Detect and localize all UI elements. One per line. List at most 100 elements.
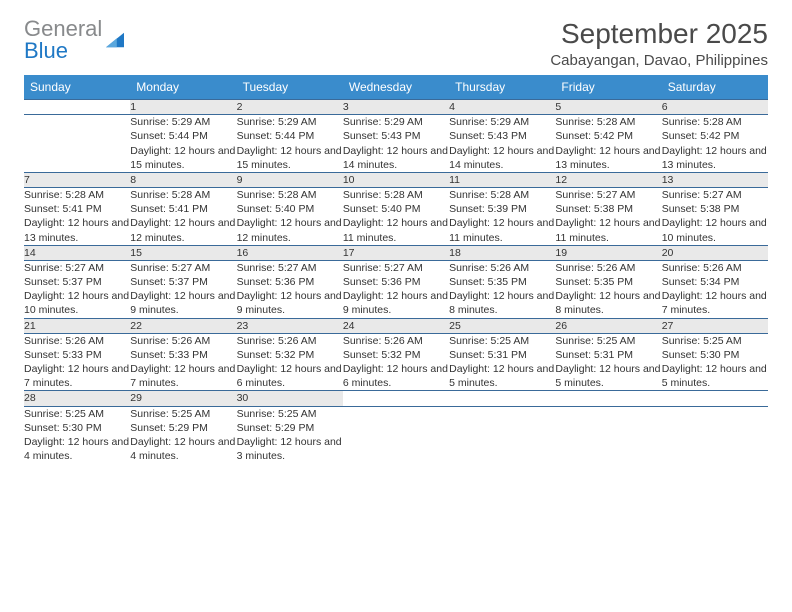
sunrise-text: Sunrise: 5:25 AM	[662, 334, 768, 348]
day-number: 16	[237, 247, 249, 259]
day-number-cell: 11	[449, 172, 555, 187]
daylight-text: Daylight: 12 hours and 13 minutes.	[662, 144, 768, 172]
sunrise-text: Sunrise: 5:27 AM	[555, 188, 661, 202]
day-number: 23	[237, 320, 249, 332]
day-detail-cell: Sunrise: 5:28 AMSunset: 5:39 PMDaylight:…	[449, 188, 555, 246]
daylight-text: Daylight: 12 hours and 7 minutes.	[130, 362, 236, 390]
weekday-header: Wednesday	[343, 75, 449, 100]
sunrise-text: Sunrise: 5:25 AM	[130, 407, 236, 421]
day-number: 20	[662, 247, 674, 259]
sunset-text: Sunset: 5:36 PM	[343, 275, 449, 289]
sunrise-text: Sunrise: 5:27 AM	[130, 261, 236, 275]
weekday-header: Tuesday	[237, 75, 343, 100]
day-number-cell: 13	[662, 172, 768, 187]
daylight-text: Daylight: 12 hours and 10 minutes.	[24, 289, 130, 317]
sunrise-text: Sunrise: 5:28 AM	[130, 188, 236, 202]
day-detail-cell: Sunrise: 5:27 AMSunset: 5:36 PMDaylight:…	[343, 260, 449, 318]
daylight-text: Daylight: 12 hours and 8 minutes.	[555, 289, 661, 317]
day-detail-row: Sunrise: 5:25 AMSunset: 5:30 PMDaylight:…	[24, 406, 768, 463]
sunset-text: Sunset: 5:30 PM	[662, 348, 768, 362]
day-number-cell: 8	[130, 172, 236, 187]
weekday-header: Friday	[555, 75, 661, 100]
weekday-header: Sunday	[24, 75, 130, 100]
day-number-cell: 15	[130, 245, 236, 260]
sunrise-text: Sunrise: 5:28 AM	[449, 188, 555, 202]
sunset-text: Sunset: 5:31 PM	[449, 348, 555, 362]
day-number-cell: 29	[130, 391, 236, 406]
sunrise-text: Sunrise: 5:25 AM	[555, 334, 661, 348]
brand-sail-icon	[104, 31, 126, 49]
day-number-cell: 27	[662, 318, 768, 333]
day-number-cell: 9	[237, 172, 343, 187]
day-detail-cell	[555, 406, 661, 463]
day-number-cell: 6	[662, 100, 768, 115]
day-number: 26	[555, 320, 567, 332]
day-number-cell: 16	[237, 245, 343, 260]
day-detail-cell: Sunrise: 5:25 AMSunset: 5:30 PMDaylight:…	[662, 333, 768, 391]
day-detail-cell	[449, 406, 555, 463]
day-number: 11	[449, 174, 460, 186]
day-detail-cell: Sunrise: 5:26 AMSunset: 5:32 PMDaylight:…	[343, 333, 449, 391]
day-number-cell: 7	[24, 172, 130, 187]
sunrise-text: Sunrise: 5:29 AM	[449, 115, 555, 129]
sunset-text: Sunset: 5:43 PM	[343, 129, 449, 143]
weekday-header: Monday	[130, 75, 236, 100]
day-number: 18	[449, 247, 461, 259]
day-detail-cell: Sunrise: 5:28 AMSunset: 5:41 PMDaylight:…	[24, 188, 130, 246]
day-detail-cell: Sunrise: 5:28 AMSunset: 5:42 PMDaylight:…	[555, 115, 661, 173]
daylight-text: Daylight: 12 hours and 11 minutes.	[449, 216, 555, 244]
day-number-cell: 19	[555, 245, 661, 260]
sunset-text: Sunset: 5:41 PM	[130, 202, 236, 216]
sunrise-text: Sunrise: 5:28 AM	[237, 188, 343, 202]
day-number-row: 78910111213	[24, 172, 768, 187]
day-number: 7	[24, 174, 30, 186]
day-detail-cell: Sunrise: 5:26 AMSunset: 5:35 PMDaylight:…	[555, 260, 661, 318]
brand-text: General Blue	[24, 18, 102, 62]
sunset-text: Sunset: 5:40 PM	[237, 202, 343, 216]
day-number-cell: 22	[130, 318, 236, 333]
sunrise-text: Sunrise: 5:26 AM	[662, 261, 768, 275]
daylight-text: Daylight: 12 hours and 7 minutes.	[24, 362, 130, 390]
sunset-text: Sunset: 5:44 PM	[130, 129, 236, 143]
day-detail-cell: Sunrise: 5:28 AMSunset: 5:40 PMDaylight:…	[343, 188, 449, 246]
day-number-cell: 30	[237, 391, 343, 406]
day-number: 9	[237, 174, 243, 186]
day-number-cell: 23	[237, 318, 343, 333]
sunset-text: Sunset: 5:29 PM	[130, 421, 236, 435]
day-number-cell	[555, 391, 661, 406]
day-number-cell	[662, 391, 768, 406]
day-number: 28	[24, 392, 36, 404]
day-number-cell	[343, 391, 449, 406]
day-number-cell: 2	[237, 100, 343, 115]
day-number-row: 28 2930	[24, 391, 768, 406]
day-detail-cell: Sunrise: 5:27 AMSunset: 5:36 PMDaylight:…	[237, 260, 343, 318]
daylight-text: Daylight: 12 hours and 6 minutes.	[237, 362, 343, 390]
sunset-text: Sunset: 5:30 PM	[24, 421, 130, 435]
sunrise-text: Sunrise: 5:28 AM	[555, 115, 661, 129]
day-number: 30	[237, 392, 249, 404]
day-detail-row: Sunrise: 5:26 AMSunset: 5:33 PMDaylight:…	[24, 333, 768, 391]
day-number-cell: 25	[449, 318, 555, 333]
day-detail-cell: Sunrise: 5:29 AMSunset: 5:43 PMDaylight:…	[343, 115, 449, 173]
title-block: September 2025 Cabayangan, Davao, Philip…	[550, 18, 768, 69]
day-number: 24	[343, 320, 355, 332]
sunrise-text: Sunrise: 5:27 AM	[343, 261, 449, 275]
day-detail-row: Sunrise: 5:28 AMSunset: 5:41 PMDaylight:…	[24, 188, 768, 246]
daylight-text: Daylight: 12 hours and 8 minutes.	[449, 289, 555, 317]
day-number: 21	[24, 320, 36, 332]
day-number-row: 21 2223 24 2526 27	[24, 318, 768, 333]
daylight-text: Daylight: 12 hours and 15 minutes.	[130, 144, 236, 172]
day-number: 4	[449, 101, 455, 113]
sunset-text: Sunset: 5:36 PM	[237, 275, 343, 289]
sunset-text: Sunset: 5:37 PM	[130, 275, 236, 289]
sunrise-text: Sunrise: 5:26 AM	[449, 261, 555, 275]
day-detail-cell: Sunrise: 5:29 AMSunset: 5:44 PMDaylight:…	[130, 115, 236, 173]
sunset-text: Sunset: 5:35 PM	[449, 275, 555, 289]
month-title: September 2025	[550, 18, 768, 50]
day-detail-cell: Sunrise: 5:25 AMSunset: 5:29 PMDaylight:…	[237, 406, 343, 463]
daylight-text: Daylight: 12 hours and 9 minutes.	[237, 289, 343, 317]
day-number: 3	[343, 101, 349, 113]
day-detail-cell: Sunrise: 5:26 AMSunset: 5:32 PMDaylight:…	[237, 333, 343, 391]
day-number-cell	[24, 100, 130, 115]
day-detail-cell	[662, 406, 768, 463]
